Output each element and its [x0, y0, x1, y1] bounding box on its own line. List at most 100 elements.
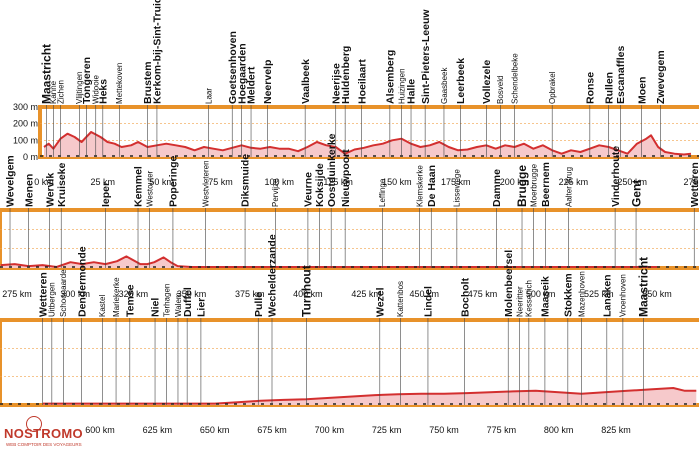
- town-label: Wetteren: [37, 272, 49, 317]
- town-label: Aalter Brug: [564, 167, 573, 207]
- x-tick-label: 200 km: [500, 177, 530, 187]
- town-label: De Haan: [426, 165, 438, 207]
- town-label: Vlijtingen: [75, 72, 84, 104]
- town-label: Goetsenhoven: [227, 31, 239, 104]
- x-tick-label: 250 km: [617, 177, 647, 187]
- town-label: Mettekoven: [115, 63, 124, 104]
- x-tick-label: 375 km: [235, 289, 265, 299]
- town-label: Pulle: [253, 292, 265, 317]
- elevation-line: [0, 255, 657, 268]
- town-label: Lanaken: [602, 274, 614, 317]
- town-label: Maastricht: [40, 44, 54, 104]
- town-label: Koksijde: [314, 163, 326, 207]
- town-label: Halle: [406, 79, 418, 104]
- town-label: Moerbrugge: [529, 163, 538, 207]
- town-label: Zichen: [56, 80, 65, 104]
- town-label: Turnhout: [300, 265, 314, 317]
- town-label: Dendermonde: [76, 246, 88, 317]
- town-label: Wechelderzande: [267, 234, 279, 317]
- town-label: Moen: [636, 77, 648, 104]
- town-label: Lier: [196, 298, 208, 317]
- town-label: Schoonaarde: [59, 269, 68, 317]
- logo-tagline: WEB COMPTOIR DES VOYAGEURS: [6, 442, 82, 447]
- town-label: Uitbergen: [48, 282, 57, 317]
- town-label: Kruiseke: [56, 162, 68, 207]
- town-label: Westvleteren: [201, 160, 210, 207]
- town-label: Duffel: [182, 287, 194, 317]
- town-label: Maastricht: [637, 257, 651, 317]
- town-label: Kemmel: [133, 166, 145, 207]
- plot-frame: [0, 208, 699, 270]
- town-label: Maaseik: [540, 276, 552, 317]
- town-label: Heks: [97, 79, 109, 104]
- town-label: Westouter: [145, 170, 154, 207]
- x-tick-label: 325 km: [119, 289, 149, 299]
- x-tick-label: 450 km: [410, 289, 440, 299]
- town-label: Vollezele: [481, 60, 493, 104]
- town-label: Neervelp: [262, 60, 274, 104]
- profile-row-2: Wevelgem Menen Wervik Kruiseke Ieper Kemmel We…: [0, 133, 699, 299]
- x-tick-label: 600 km: [85, 425, 115, 435]
- x-tick-label: 25 km: [91, 177, 116, 187]
- town-label: Laar: [204, 88, 213, 104]
- logo-brand: NOSTROMO: [4, 426, 83, 441]
- town-label: Leerbeek: [455, 58, 467, 104]
- town-label: Vaalbeek: [300, 59, 312, 104]
- town-label: Hoeilaart: [356, 59, 368, 104]
- town-label: Huldenberg: [340, 46, 352, 104]
- elevation-line: [43, 131, 692, 156]
- x-tick-label: 0 km: [34, 177, 54, 187]
- town-label: Tongeren: [81, 57, 93, 104]
- elevation-area: [44, 132, 691, 157]
- town-label: Gent: [629, 180, 643, 207]
- town-label: Walem: [174, 292, 183, 317]
- town-label: Opbrakel: [548, 71, 557, 104]
- x-tick-label: 675 km: [257, 425, 287, 435]
- plot-frame: [0, 318, 699, 407]
- town-label: Zwevegem: [655, 50, 667, 104]
- town-label: Menen: [23, 174, 35, 207]
- x-tick-label: 150 km: [382, 177, 412, 187]
- town-label: Alsemberg: [385, 50, 397, 104]
- town-label: Lissewege: [453, 169, 462, 207]
- town-label: Neeritter: [515, 286, 524, 317]
- town-label: Beernem: [540, 162, 552, 207]
- x-tick-label: 425 km: [351, 289, 381, 299]
- town-label: Widooie: [92, 75, 101, 104]
- town-label: Sint-Pieters-Leeuw: [420, 9, 432, 104]
- town-label: Nieuwpoort: [340, 149, 352, 207]
- town-label: Veurne: [303, 172, 315, 207]
- town-label: Stokkem: [563, 273, 575, 317]
- x-tick-label: 275 km: [2, 289, 32, 299]
- town-label: Gaasbeek: [440, 67, 449, 104]
- x-tick-label: 475 km: [468, 289, 498, 299]
- x-tick-label: 750 km: [429, 425, 459, 435]
- town-label: Escanaffles: [615, 45, 627, 104]
- x-tick-label: 350 km: [177, 289, 207, 299]
- town-label: Ronse: [585, 72, 597, 104]
- x-tick-label: 175 km: [441, 177, 471, 187]
- town-label: Wevelgem: [5, 155, 17, 207]
- elevation-line: [42, 387, 697, 405]
- x-tick-label: 650 km: [200, 425, 230, 435]
- town-label: Oostduinkerke: [326, 133, 338, 207]
- town-label: Ieper: [100, 182, 112, 207]
- town-label: Klemskerke: [415, 165, 424, 207]
- x-tick-label: 50 km: [149, 177, 174, 187]
- y-tick-label: 200 m: [13, 119, 38, 129]
- town-label: Neerijse: [330, 63, 342, 104]
- x-tick-label: 725 km: [372, 425, 402, 435]
- town-label: Vroenhoven: [619, 274, 628, 317]
- x-tick-label: 125 km: [323, 177, 353, 187]
- town-label: Kattenbos: [396, 281, 405, 317]
- town-label: Lindel: [423, 286, 435, 317]
- town-label: Rullen: [603, 72, 615, 104]
- town-label: Wezel: [374, 287, 386, 317]
- town-label: Bosveld: [496, 76, 505, 104]
- town-label: Terhagen: [162, 284, 171, 317]
- nostromo-logo: NOSTROMO WEB COMPTOIR DES VOYAGEURS: [0, 416, 83, 453]
- town-label: Hoegaarden: [236, 43, 248, 104]
- y-tick-label: 300 m: [13, 102, 38, 112]
